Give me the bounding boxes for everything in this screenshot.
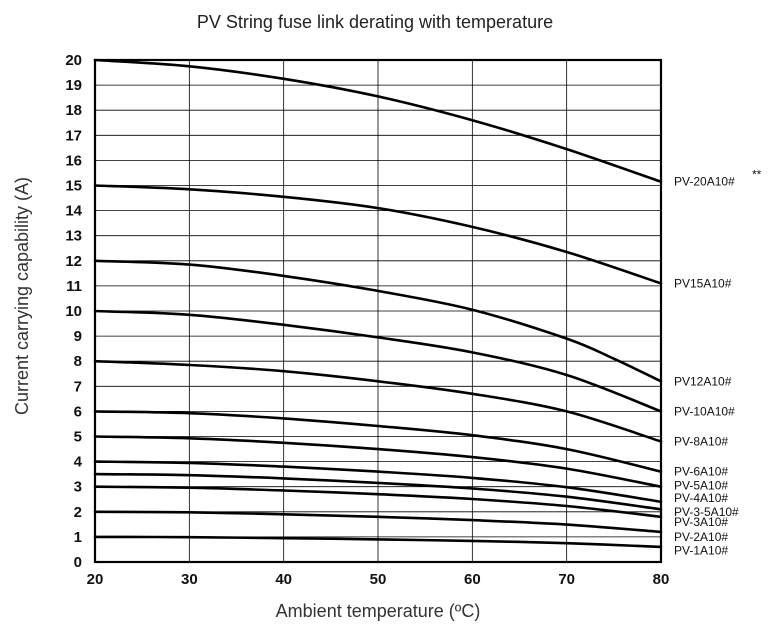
plot-frame: [93, 58, 663, 564]
y-tick-label: 4: [74, 454, 83, 471]
y-tick-label: 12: [65, 253, 82, 270]
y-tick-label: 15: [65, 178, 82, 195]
y-tick-label: 10: [65, 303, 82, 320]
y-tick-label: 19: [65, 77, 82, 94]
y-tick-label: 13: [65, 228, 82, 245]
series-label: PV-4A10#: [674, 491, 728, 505]
x-tick-labels: 20 30 40 50 60 70 80: [87, 571, 670, 588]
series-line: [93, 359, 663, 443]
series-line: [93, 58, 663, 183]
series-label: PV-10A10#: [674, 404, 735, 418]
y-tick-label: 0: [74, 554, 82, 571]
y-axis-title: Current carrying capability (A): [12, 177, 32, 415]
series-lines: [93, 58, 663, 549]
y-tick-label: 20: [65, 52, 82, 69]
series-line: [93, 510, 663, 534]
series-label: PV12A10#: [674, 374, 732, 388]
x-tick-label: 80: [653, 571, 670, 588]
y-tick-label: 16: [65, 152, 82, 169]
chart-title: PV String fuse link derating with temper…: [197, 12, 553, 32]
x-tick-label: 70: [558, 571, 575, 588]
series-line: [93, 460, 663, 504]
series-labels: PV-20A10# ** PV15A10# PV12A10# PV-10A10# PV-8…: [674, 168, 762, 558]
y-tick-label: 18: [65, 102, 82, 119]
x-tick-label: 30: [181, 571, 198, 588]
series-label: PV-3A10#: [674, 515, 728, 529]
series-line: [93, 184, 663, 285]
series-label: PV-6A10#: [674, 465, 728, 479]
series-line: [93, 309, 663, 413]
series-line: [93, 410, 663, 473]
y-tick-label: 2: [74, 504, 82, 521]
x-tick-label: 50: [370, 571, 387, 588]
series-label: PV-3-5A10#: [674, 505, 739, 519]
series-line: [93, 435, 663, 488]
series-note: **: [752, 168, 762, 182]
y-tick-label: 7: [74, 378, 82, 395]
series-line: [93, 485, 663, 519]
y-tick-label: 9: [74, 328, 82, 345]
y-tick-label: 17: [65, 127, 82, 144]
y-tick-label: 1: [74, 529, 82, 546]
y-tick-label: 11: [66, 278, 82, 295]
y-tick-label: 8: [74, 353, 82, 370]
x-tick-label: 20: [87, 571, 104, 588]
x-tick-label: 60: [464, 571, 481, 588]
series-label: PV-20A10#: [674, 175, 735, 189]
series-label: PV15A10#: [674, 276, 732, 290]
series-line: [93, 535, 663, 549]
x-axis-title: Ambient temperature (ºC): [276, 601, 481, 621]
x-tick-label: 40: [275, 571, 292, 588]
series-label: PV-1A10#: [674, 544, 728, 558]
y-tick-label: 5: [74, 429, 82, 446]
series-line: [93, 472, 663, 511]
y-tick-label: 3: [74, 479, 82, 496]
series-label: PV-8A10#: [674, 435, 728, 449]
y-tick-label: 14: [65, 203, 82, 220]
series-line: [93, 259, 663, 383]
series-label: PV-5A10#: [674, 478, 728, 492]
y-tick-label: 6: [74, 403, 82, 420]
series-label: PV-2A10#: [674, 530, 728, 544]
